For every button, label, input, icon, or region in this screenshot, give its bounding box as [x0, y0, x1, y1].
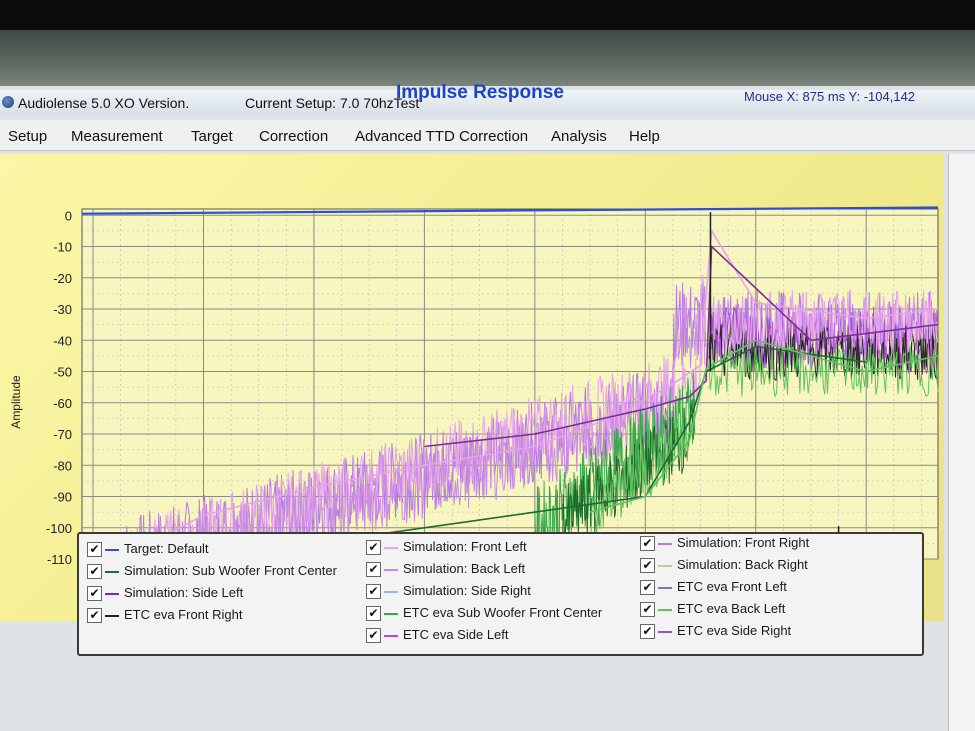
legend-checkbox[interactable]: ✔	[366, 562, 381, 577]
current-setup-label: Current Setup: 7.0 70hzTest	[245, 95, 420, 111]
y-tick-label: 0	[65, 208, 72, 223]
legend-swatch	[105, 571, 119, 573]
legend-checkbox[interactable]: ✔	[640, 580, 655, 595]
legend-swatch	[105, 615, 119, 617]
y-tick-label: -70	[53, 427, 72, 442]
title-bar: Audiolense 5.0 XO Version. Current Setup…	[0, 90, 975, 116]
y-tick-label: -30	[53, 302, 72, 317]
chart-title: Impulse Response	[396, 82, 564, 103]
legend-swatch	[658, 565, 672, 567]
legend-swatch	[384, 613, 398, 615]
legend-swatch	[384, 569, 398, 571]
legend-swatch	[658, 631, 672, 633]
legend-checkbox[interactable]: ✔	[87, 564, 102, 579]
legend-label: Target: Default	[124, 541, 209, 556]
legend-checkbox[interactable]: ✔	[640, 602, 655, 617]
menu-advanced-ttd-correction[interactable]: Advanced TTD Correction	[355, 128, 529, 145]
legend-label: ETC eva Sub Woofer Front Center	[403, 605, 603, 620]
y-tick-label: -20	[53, 271, 72, 286]
series-sim-sub	[562, 398, 696, 555]
legend-checkbox[interactable]: ✔	[366, 628, 381, 643]
series-envelope	[424, 244, 939, 448]
series-etc-back-left	[589, 412, 695, 536]
legend-swatch	[658, 543, 672, 545]
legend-checkbox[interactable]: ✔	[87, 608, 102, 623]
menu-correction[interactable]: Correction	[259, 128, 329, 145]
legend-label: ETC eva Side Left	[403, 627, 509, 642]
side-panel	[948, 154, 975, 731]
y-tick-label: -50	[53, 365, 72, 380]
legend-checkbox[interactable]: ✔	[366, 540, 381, 555]
legend-label: Simulation: Front Left	[403, 539, 527, 554]
menu-analysis[interactable]: Analysis	[551, 128, 607, 145]
legend-checkbox[interactable]: ✔	[640, 536, 655, 551]
series-target	[81, 206, 939, 215]
legend-label: Simulation: Back Left	[403, 561, 526, 576]
legend-label: Simulation: Sub Woofer Front Center	[124, 563, 337, 578]
legend-checkbox[interactable]: ✔	[640, 624, 655, 639]
legend-swatch	[658, 587, 672, 589]
legend-checkbox[interactable]: ✔	[366, 606, 381, 621]
legend-swatch	[105, 549, 119, 551]
legend-label: ETC eva Back Left	[677, 601, 786, 616]
monitor-bezel	[0, 0, 975, 30]
legend-swatch	[384, 547, 398, 549]
y-tick-label: -100	[46, 521, 72, 536]
legend-swatch	[658, 609, 672, 611]
legend-panel: ✔ Target: Default ✔ Simulation: Sub Woofer …	[77, 532, 924, 656]
y-tick-label: -80	[53, 458, 72, 473]
legend-swatch	[384, 591, 398, 593]
legend-swatch	[384, 635, 398, 637]
legend-swatch	[105, 593, 119, 595]
y-tick-label: -90	[53, 490, 72, 505]
legend-label: ETC eva Front Right	[124, 607, 243, 622]
mouse-readout: Mouse X: 875 ms Y: -104,142	[744, 89, 916, 104]
app-title: Audiolense 5.0 XO Version.	[18, 95, 190, 111]
series-post-d	[708, 346, 939, 397]
legend-checkbox[interactable]: ✔	[87, 542, 102, 557]
legend-label: Simulation: Back Right	[677, 557, 808, 572]
legend-label: ETC eva Front Left	[677, 579, 787, 594]
legend-label: Simulation: Side Right	[403, 583, 531, 598]
y-tick-label: -40	[53, 333, 72, 348]
series-envelope	[589, 339, 939, 513]
app-icon	[2, 96, 14, 108]
y-tick-label: -10	[53, 240, 72, 255]
menu-measurement[interactable]: Measurement	[71, 128, 163, 145]
series-post-e	[708, 289, 938, 353]
menu-bar: Setup Measurement Target Correction Adva…	[0, 120, 975, 151]
menu-setup[interactable]: Setup	[8, 128, 48, 145]
y-tick-label: -60	[53, 396, 72, 411]
legend-label: Simulation: Front Right	[677, 535, 810, 550]
legend-checkbox[interactable]: ✔	[87, 586, 102, 601]
menu-help[interactable]: Help	[629, 128, 660, 145]
y-tick-label: -110	[47, 552, 72, 567]
legend-label: Simulation: Side Left	[124, 585, 244, 600]
menu-target[interactable]: Target	[191, 128, 233, 145]
legend-label: ETC eva Side Right	[677, 623, 792, 638]
legend-checkbox[interactable]: ✔	[640, 558, 655, 573]
legend-checkbox[interactable]: ✔	[366, 584, 381, 599]
background-desktop	[0, 30, 975, 86]
series-post-b	[708, 305, 938, 375]
plot-area	[81, 208, 939, 560]
